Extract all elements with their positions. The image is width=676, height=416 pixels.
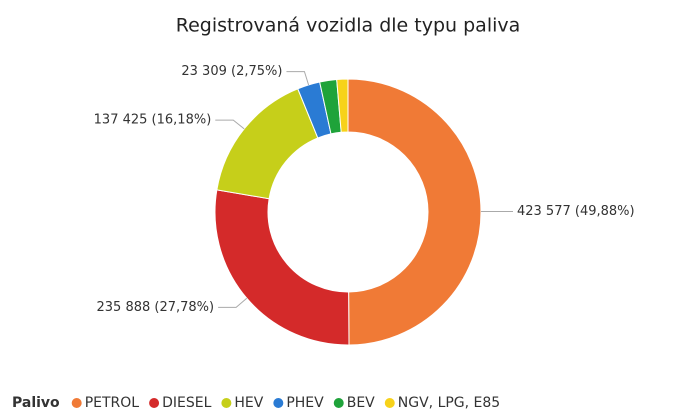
legend-marker xyxy=(333,398,344,408)
legend-marker xyxy=(384,398,395,408)
donut-slice xyxy=(214,189,350,346)
leader-line xyxy=(215,119,245,130)
legend-label: PHEV xyxy=(286,395,324,411)
legend-marker xyxy=(273,398,284,408)
data-label: 137 425 (16,18%) xyxy=(94,113,212,128)
data-label: 423 577 (49,88%) xyxy=(517,204,635,219)
chart-title: Registrovaná vozidla dle typu paliva xyxy=(176,15,521,37)
donut-slice xyxy=(347,78,482,346)
data-label: 235 888 (27,78%) xyxy=(97,300,215,315)
legend-marker xyxy=(221,398,232,408)
data-label: 23 309 (2,75%) xyxy=(181,64,282,79)
legend-label: NGV, LPG, E85 xyxy=(398,395,500,411)
legend-marker xyxy=(71,398,82,408)
legend-label: PETROL xyxy=(85,395,140,411)
legend-label: BEV xyxy=(347,395,375,411)
legend-label: DIESEL xyxy=(162,395,211,411)
donut-slice xyxy=(216,88,319,200)
leader-line xyxy=(218,297,248,308)
legend-title: Palivo xyxy=(12,395,60,411)
legend-label: HEV xyxy=(234,395,263,411)
legend-marker xyxy=(149,398,160,408)
donut-slice xyxy=(336,78,349,133)
leader-line xyxy=(286,71,310,86)
